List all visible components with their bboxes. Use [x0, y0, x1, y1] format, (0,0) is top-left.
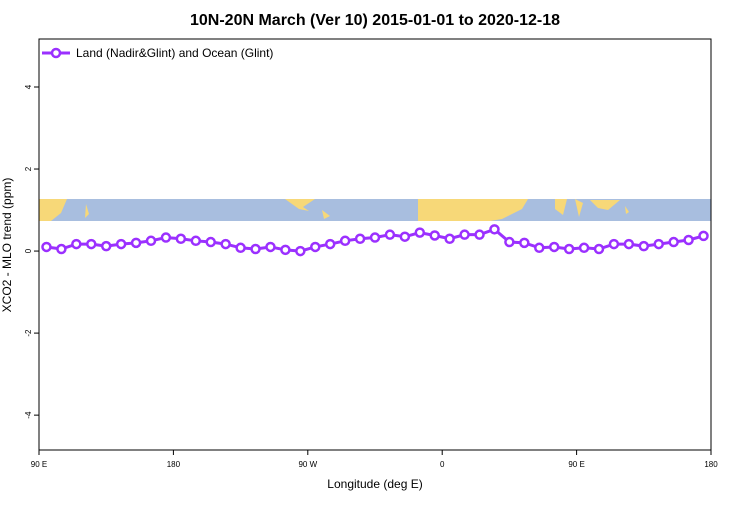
- data-point: [220, 238, 231, 250]
- y-tick-label: -2: [24, 329, 33, 337]
- data-point: [56, 243, 67, 255]
- data-point: [593, 243, 605, 255]
- data-point: [638, 240, 650, 252]
- data-point: [310, 241, 321, 253]
- data-point: [399, 231, 411, 242]
- legend-label: Land (Nadir&Glint) and Ocean (Glint): [76, 46, 273, 60]
- data-point: [474, 229, 485, 240]
- y-tick-label: 4: [24, 84, 33, 89]
- data-point: [265, 241, 276, 253]
- data-point: [100, 240, 112, 252]
- data-point: [175, 233, 187, 245]
- data-point: [280, 244, 291, 256]
- data-point: [115, 238, 127, 250]
- data-point: [324, 238, 336, 250]
- data-point: [578, 242, 590, 254]
- data-point: [339, 235, 351, 247]
- data-point: [668, 236, 679, 248]
- data-point: [250, 243, 261, 255]
- data-point: [190, 235, 202, 247]
- data-point: [86, 238, 97, 250]
- x-axis-label: Longitude (deg E): [327, 477, 422, 491]
- map-strip: [39, 199, 711, 221]
- data-point: [369, 232, 381, 243]
- data-point: [414, 227, 426, 238]
- y-tick-label: 2: [24, 166, 33, 171]
- data-point: [563, 243, 575, 255]
- data-point: [459, 229, 470, 240]
- data-point: [653, 238, 664, 250]
- y-tick-label: 0: [24, 248, 33, 253]
- x-tick-label: 180: [704, 460, 718, 469]
- x-tick-label: 0: [440, 460, 445, 469]
- data-point: [608, 238, 620, 250]
- data-point: [205, 236, 216, 248]
- y-tick-label: -4: [24, 411, 33, 419]
- chart-title: 10N-20N March (Ver 10) 2015-01-01 to 202…: [190, 12, 560, 29]
- legend: Land (Nadir&Glint) and Ocean (Glint): [42, 46, 273, 60]
- data-point: [130, 237, 142, 249]
- data-point: [623, 238, 635, 250]
- data-point: [548, 241, 560, 253]
- x-tick-label: 180: [167, 460, 181, 469]
- data-point: [489, 224, 500, 235]
- x-tick-label: 90 W: [298, 460, 317, 469]
- data-point: [683, 234, 694, 246]
- data-point: [698, 230, 709, 242]
- data-point: [235, 242, 246, 254]
- x-tick-label: 90 E: [568, 460, 584, 469]
- data-point: [384, 229, 396, 240]
- y-axis-label: XCO2 - MLO trend (ppm): [0, 178, 14, 313]
- x-tick-label: 90 E: [31, 460, 47, 469]
- data-point: [534, 242, 545, 254]
- data-point: [444, 233, 455, 245]
- plot-frame: [38, 38, 712, 451]
- data-point: [519, 237, 530, 249]
- data-point: [295, 245, 306, 257]
- data-point: [429, 230, 440, 241]
- data-point: [504, 236, 515, 248]
- data-point: [41, 241, 52, 253]
- data-point: [145, 235, 157, 247]
- data-point: [71, 238, 82, 250]
- legend-marker: [50, 47, 62, 59]
- data-point: [354, 233, 366, 245]
- data-point: [160, 232, 172, 243]
